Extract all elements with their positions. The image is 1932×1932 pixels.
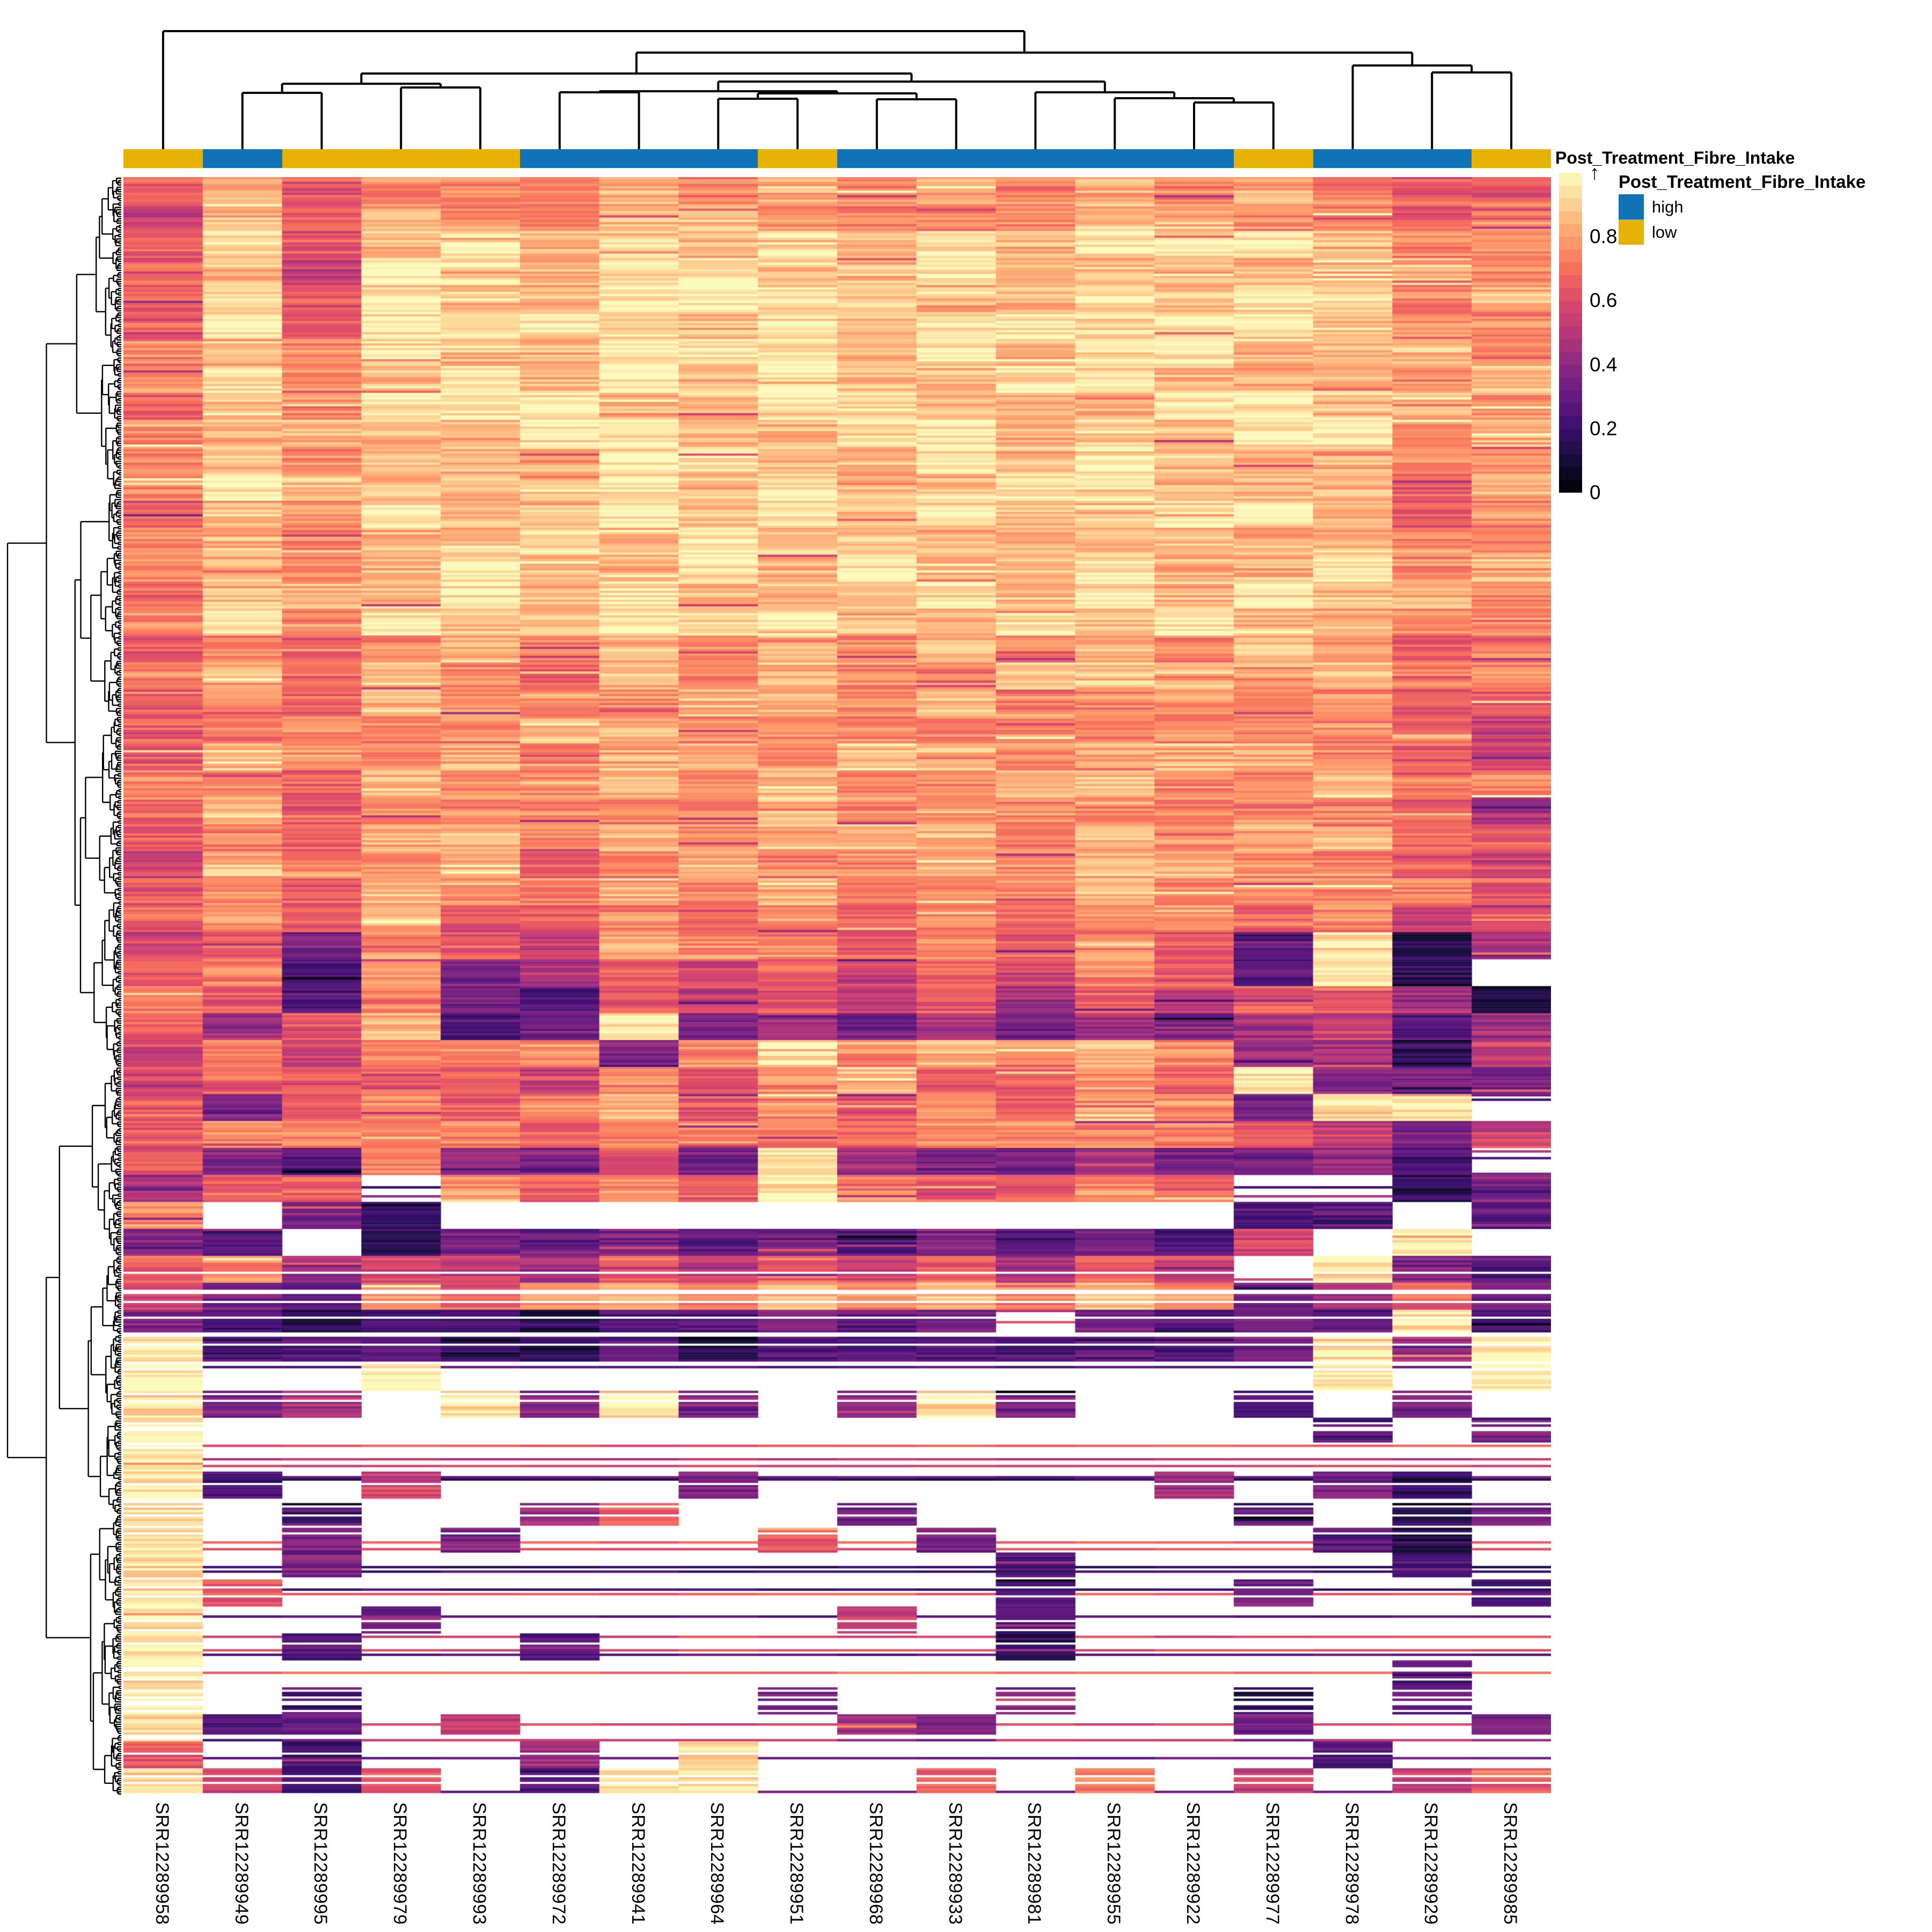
column-label-SRR12289955: SRR12289955 [1103, 1802, 1124, 1925]
heatmap-canvas [123, 177, 1551, 1795]
annotation-cell-SRR12289995 [282, 149, 362, 168]
column-label-SRR12289968: SRR12289968 [865, 1802, 886, 1925]
colorscale-legend-bar [1559, 173, 1582, 493]
annotation-cell-SRR12289951 [758, 149, 838, 168]
legend-tick-0.2: 0.2 [1590, 417, 1618, 440]
column-label-SRR12289978: SRR12289978 [1341, 1802, 1362, 1925]
legend-label-low: low [1652, 223, 1677, 241]
column-label-SRR12289979: SRR12289979 [390, 1802, 411, 1925]
column-label-SRR12289964: SRR12289964 [707, 1802, 728, 1925]
annotation-cell-SRR12289933 [916, 149, 996, 168]
column-label-SRR12289981: SRR12289981 [1024, 1802, 1045, 1925]
annotation-cell-SRR12289985 [1472, 149, 1552, 168]
legend-tick-↑: ↑ [1590, 162, 1600, 184]
annotation-cell-SRR12289977 [1233, 149, 1313, 168]
annotation-cell-SRR12289993 [441, 149, 520, 168]
annotation-cell-SRR12289968 [837, 149, 917, 168]
column-label-SRR12289922: SRR12289922 [1183, 1802, 1203, 1925]
annotation-cell-SRR12289955 [1075, 149, 1155, 168]
legend-tick-0.8: 0.8 [1590, 225, 1618, 248]
annotation-cell-SRR12289922 [1154, 149, 1234, 168]
annotation-legend-title: Post_Treatment_Fibre_Intake [1619, 172, 1866, 192]
column-label-SRR12289951: SRR12289951 [786, 1802, 807, 1925]
column-label-SRR12289993: SRR12289993 [469, 1802, 489, 1925]
row-dendrogram [6, 177, 121, 1795]
annotation-cell-SRR12289964 [678, 149, 758, 168]
column-label-SRR12289958: SRR12289958 [151, 1802, 172, 1925]
column-annotation-bar [123, 149, 1552, 168]
legend-tick-0: 0 [1590, 481, 1601, 503]
annotation-cell-SRR12289979 [361, 149, 441, 168]
annotation-cell-SRR12289958 [123, 149, 203, 168]
annotation-bar-title: Post_Treatment_Fibre_Intake [1555, 148, 1795, 167]
annotation-cell-SRR12289929 [1392, 149, 1472, 168]
legend-tick-0.6: 0.6 [1590, 289, 1618, 312]
column-label-SRR12289929: SRR12289929 [1421, 1802, 1441, 1925]
annotation-cell-SRR12289949 [202, 149, 282, 168]
column-label-SRR12289985: SRR12289985 [1500, 1802, 1521, 1925]
legend-swatch-high [1619, 194, 1644, 219]
annotation-cell-SRR12289981 [996, 149, 1075, 168]
column-label-SRR12289949: SRR12289949 [231, 1802, 252, 1925]
annotation-cell-SRR12289941 [599, 149, 679, 168]
column-label-SRR12289941: SRR12289941 [627, 1802, 648, 1925]
annotation-cell-SRR12289972 [519, 149, 599, 168]
column-label-SRR12289995: SRR12289995 [310, 1802, 331, 1925]
legend-swatch-low [1619, 219, 1644, 245]
column-label-SRR12289933: SRR12289933 [945, 1802, 965, 1925]
legend-tick-0.4: 0.4 [1590, 353, 1618, 376]
column-label-SRR12289972: SRR12289972 [548, 1802, 569, 1925]
column-dendrogram [162, 30, 1513, 149]
annotation-cell-SRR12289978 [1313, 149, 1393, 168]
column-label-SRR12289977: SRR12289977 [1262, 1802, 1283, 1925]
legend-label-high: high [1652, 197, 1684, 216]
